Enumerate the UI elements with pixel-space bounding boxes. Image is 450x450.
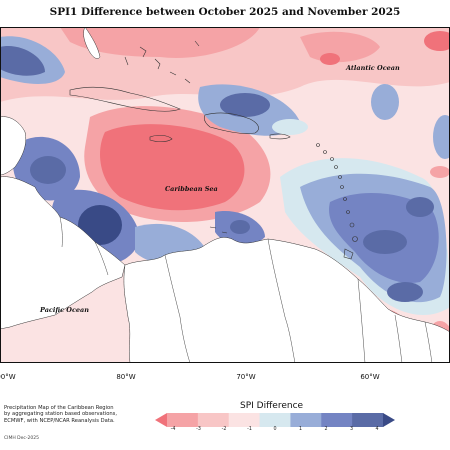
land-florida [83, 27, 101, 59]
legend-colorbar [155, 413, 395, 427]
data-credit: Precipitation Map of the Caribbean Regio… [4, 405, 118, 424]
colorbar-segment [290, 413, 322, 427]
longitude-tick-80w: 80°W [116, 373, 136, 381]
anomaly-pink-far-ne [424, 31, 450, 51]
footnote: CIMH Dec-2025 [4, 436, 39, 441]
anomaly-caribbean-pink-core [100, 124, 245, 211]
land-south-america [123, 237, 450, 363]
anomaly-blue-hispaniola-core [220, 93, 270, 117]
colorbar-segment [321, 413, 353, 427]
land-lesser-antilles [316, 143, 358, 242]
colorbar-segment [259, 413, 291, 427]
colorbar-right-tip [383, 413, 395, 427]
anomaly-blue-venezuela-core [230, 220, 250, 234]
legend-tick-label: -3 [196, 427, 201, 432]
atlantic-ocean-label: Atlantic Ocean [346, 64, 400, 72]
legend-tick-label: 1 [298, 427, 303, 432]
land-abc-islands [209, 226, 354, 260]
legend-tick-label: 3 [349, 427, 354, 432]
longitude-tick-70w: 70°W [236, 373, 256, 381]
anomaly-pink-ne-spot [320, 53, 340, 65]
land-yucatan [0, 116, 26, 176]
legend-tick-label: -4 [170, 427, 176, 432]
anomaly-pink-north-core [60, 27, 260, 58]
anomaly-blue-atlantic-far [433, 115, 450, 159]
land-bahamas [124, 40, 200, 84]
legend-tick-label: 2 [324, 427, 328, 432]
anomaly-blue-east-core-1 [363, 230, 407, 254]
legend-tick-label: 4 [375, 427, 379, 432]
legend-title: SPI Difference [240, 401, 304, 411]
land-borders [59, 216, 433, 363]
colorbar-segment [197, 413, 230, 427]
colorbar-segment [167, 413, 199, 427]
legend-tick-label: -2 [221, 427, 227, 432]
anomaly-blue-guianas [387, 282, 423, 302]
anomaly-blue-panama-core [78, 205, 122, 245]
anomaly-blue-hispaniola-light [272, 119, 308, 135]
pacific-ocean-label: Pacific Ocean [40, 306, 89, 314]
legend-tick-label: -1 [247, 427, 252, 432]
map-title: SPI1 Difference between October 2025 and… [49, 6, 401, 18]
land-cuba [69, 86, 181, 112]
longitude-tick-60w: 60°W [360, 373, 380, 381]
colorbar-segment [352, 413, 384, 427]
colorbar-left-tip [155, 413, 167, 427]
land-central-america [0, 176, 126, 330]
spi-difference-map [0, 27, 450, 363]
legend-tick-label: 0 [273, 427, 277, 432]
colorbar-segment [228, 413, 261, 427]
caribbean-sea-label: Caribbean Sea [165, 185, 218, 193]
anomaly-blue-honduras-core [30, 156, 66, 184]
anomaly-pink-ne [300, 31, 380, 63]
anomaly-blue-east-core-2 [406, 197, 434, 217]
longitude-tick-90w: 90°W [0, 373, 16, 381]
anomaly-blue-gulf-west-core [0, 46, 45, 76]
anomaly-pink-east [430, 166, 450, 178]
land-jamaica [149, 134, 173, 143]
land-hispaniola [203, 112, 259, 134]
anomaly-blue-atlantic [371, 84, 399, 120]
land-puerto-rico [269, 133, 291, 140]
